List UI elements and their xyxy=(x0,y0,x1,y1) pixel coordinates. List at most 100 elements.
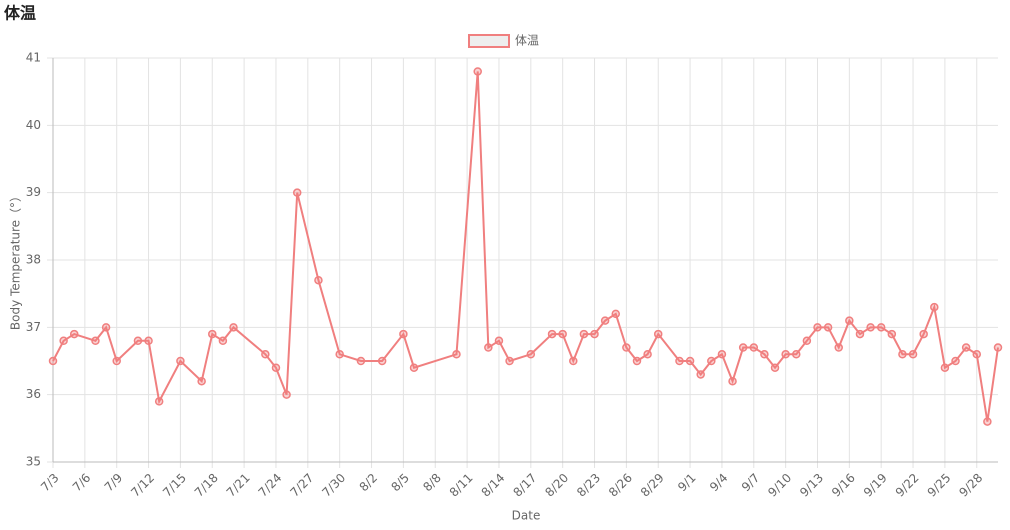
data-point xyxy=(993,343,1003,352)
legend-label: 体温 xyxy=(515,34,539,48)
data-point xyxy=(643,350,652,359)
data-point xyxy=(983,417,992,426)
y-tick-label: 41 xyxy=(26,51,41,65)
x-tick-label: 7/3 xyxy=(38,471,62,495)
x-tick-label: 9/10 xyxy=(765,471,794,500)
y-tick-label: 39 xyxy=(26,185,41,199)
x-tick-label: 7/30 xyxy=(319,471,348,500)
y-tick-label: 38 xyxy=(26,253,41,267)
x-tick-label: 9/28 xyxy=(956,471,985,500)
legend-swatch xyxy=(468,34,510,48)
data-point xyxy=(781,350,790,359)
data-point xyxy=(133,336,143,346)
x-tick-label: 8/14 xyxy=(479,471,508,500)
y-tick-label: 36 xyxy=(26,387,41,401)
data-point xyxy=(558,329,567,339)
data-point xyxy=(176,356,185,366)
data-point xyxy=(845,316,854,325)
data-point xyxy=(484,343,493,352)
data-point xyxy=(760,350,769,359)
data-point xyxy=(547,329,557,339)
data-point xyxy=(876,323,886,332)
x-tick-label: 8/23 xyxy=(574,471,603,500)
data-point xyxy=(208,329,217,339)
data-point xyxy=(101,323,111,332)
x-tick-label: 8/26 xyxy=(606,471,635,500)
data-point xyxy=(261,350,270,359)
data-line xyxy=(52,71,999,422)
x-tick-label: 7/27 xyxy=(287,471,316,500)
x-tick-label: 8/11 xyxy=(447,471,476,500)
data-point xyxy=(600,316,610,325)
data-point xyxy=(802,336,812,346)
data-point xyxy=(951,356,960,366)
data-point xyxy=(48,356,58,366)
data-point xyxy=(813,323,822,332)
x-tick-label: 8/8 xyxy=(420,471,444,495)
y-tick-label: 37 xyxy=(26,320,41,334)
data-point xyxy=(940,363,950,372)
data-point xyxy=(653,329,663,339)
x-tick-label: 7/6 xyxy=(70,471,94,495)
x-tick-label: 8/20 xyxy=(542,471,571,500)
data-point xyxy=(91,336,100,346)
data-point xyxy=(144,336,153,346)
x-tick-label: 9/1 xyxy=(675,471,699,495)
data-point xyxy=(292,188,302,197)
data-point xyxy=(930,302,939,312)
x-tick-label: 8/29 xyxy=(638,471,667,500)
data-point xyxy=(526,350,536,359)
data-point xyxy=(823,323,833,332)
data-point xyxy=(898,350,907,359)
data-point xyxy=(855,329,865,339)
data-point xyxy=(197,376,206,386)
data-point xyxy=(569,356,578,366)
data-point xyxy=(112,356,121,366)
x-tick-label: 7/24 xyxy=(256,471,285,500)
x-tick-label: 9/19 xyxy=(861,471,890,500)
data-point xyxy=(611,309,621,319)
x-tick-label: 8/5 xyxy=(388,471,412,495)
data-point xyxy=(919,329,928,339)
data-point xyxy=(908,350,918,359)
data-point xyxy=(229,323,238,332)
x-tick-label: 9/7 xyxy=(739,471,763,495)
y-axis-label: Body Temperature（°） xyxy=(9,190,23,330)
data-point xyxy=(356,356,366,366)
x-tick-label: 7/21 xyxy=(224,471,253,500)
data-point xyxy=(473,67,482,76)
data-point xyxy=(335,350,344,359)
data-point xyxy=(314,275,323,285)
data-point xyxy=(282,390,291,399)
data-point xyxy=(749,343,759,352)
data-point xyxy=(271,363,281,372)
data-point xyxy=(579,329,589,339)
x-tick-label: 7/9 xyxy=(102,471,126,495)
data-point xyxy=(792,350,801,359)
data-point xyxy=(707,356,716,366)
data-point xyxy=(728,376,737,386)
x-tick-label: 8/17 xyxy=(510,471,539,500)
data-point xyxy=(69,329,79,339)
data-point xyxy=(494,336,504,346)
x-tick-label: 8/2 xyxy=(357,471,381,495)
x-tick-label: 9/16 xyxy=(829,471,858,500)
x-tick-label: 9/13 xyxy=(797,471,826,500)
data-point xyxy=(717,350,727,359)
data-point xyxy=(505,356,514,366)
data-point xyxy=(452,350,461,359)
x-tick-label: 9/4 xyxy=(707,471,731,495)
x-axis-label: Date xyxy=(512,509,541,523)
data-point xyxy=(770,363,780,372)
x-tick-label: 9/22 xyxy=(893,471,922,500)
data-point xyxy=(399,329,408,339)
x-tick-label: 7/18 xyxy=(192,471,221,500)
x-tick-label: 7/12 xyxy=(128,471,157,500)
data-point xyxy=(961,343,971,352)
data-point xyxy=(834,343,843,352)
data-point xyxy=(866,323,875,332)
data-point xyxy=(59,336,68,346)
data-point xyxy=(675,356,684,366)
data-point xyxy=(154,397,164,406)
